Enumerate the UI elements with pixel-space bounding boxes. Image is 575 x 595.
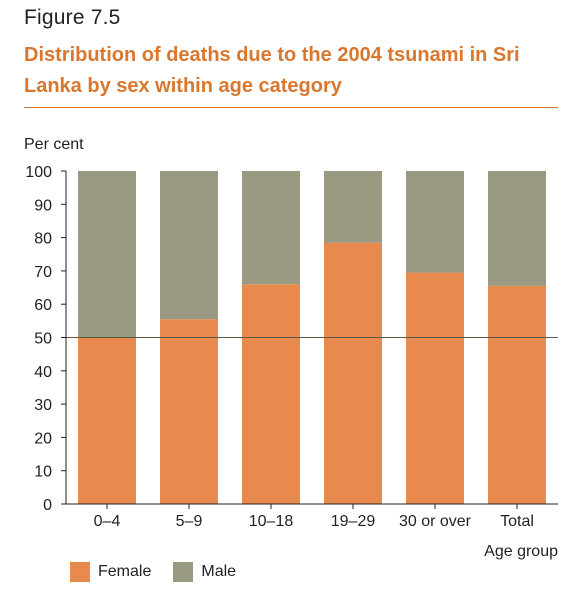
y-tick-label: 60: [34, 297, 52, 314]
x-tick-label: 19–29: [331, 513, 376, 530]
figure-title: Distribution of deaths due to the 2004 t…: [24, 44, 520, 97]
x-tick-label: 10–18: [249, 513, 294, 530]
y-tick-label: 70: [34, 264, 52, 281]
legend-item-male: Male: [173, 562, 236, 582]
y-tick-label: 40: [34, 364, 52, 381]
legend-label-female: Female: [98, 563, 152, 580]
bar-male-4: [406, 171, 464, 273]
y-tick-label: 100: [25, 164, 52, 181]
y-tick-label: 50: [34, 331, 52, 348]
y-axis-label: Per cent: [24, 136, 84, 153]
bar-male-2: [242, 171, 300, 285]
title-divider: [24, 107, 558, 108]
bar-male-1: [160, 171, 218, 320]
bar-male-0: [78, 171, 136, 338]
x-axis-label: Age group: [484, 543, 558, 560]
legend-swatch-male: [173, 562, 194, 582]
legend-label-male: Male: [201, 563, 237, 580]
bar-female-1: [160, 319, 218, 504]
y-tick-label: 10: [34, 464, 52, 481]
x-tick-label: 30 or over: [399, 513, 472, 530]
y-tick-label: 80: [34, 231, 52, 248]
x-tick-label: 0–4: [94, 513, 121, 530]
x-tick-label: 5–9: [176, 513, 203, 530]
legend-swatch-female: [70, 562, 90, 582]
bar-male-5: [488, 171, 546, 286]
bar-female-2: [242, 284, 300, 504]
bar-female-0: [78, 337, 136, 504]
y-tick-label: 30: [34, 397, 52, 414]
y-tick-label: 90: [34, 197, 52, 214]
figure-label: Figure 7.5: [24, 6, 121, 29]
bar-female-4: [406, 272, 464, 504]
x-tick-label: Total: [500, 513, 534, 530]
bar-female-3: [324, 242, 382, 504]
y-tick-label: 0: [43, 497, 52, 514]
y-tick-label: 20: [34, 430, 52, 447]
bar-female-5: [488, 285, 546, 504]
bar-male-3: [324, 171, 382, 243]
legend-item-female: Female: [70, 562, 151, 582]
chart-legend: Female Male: [70, 562, 258, 582]
